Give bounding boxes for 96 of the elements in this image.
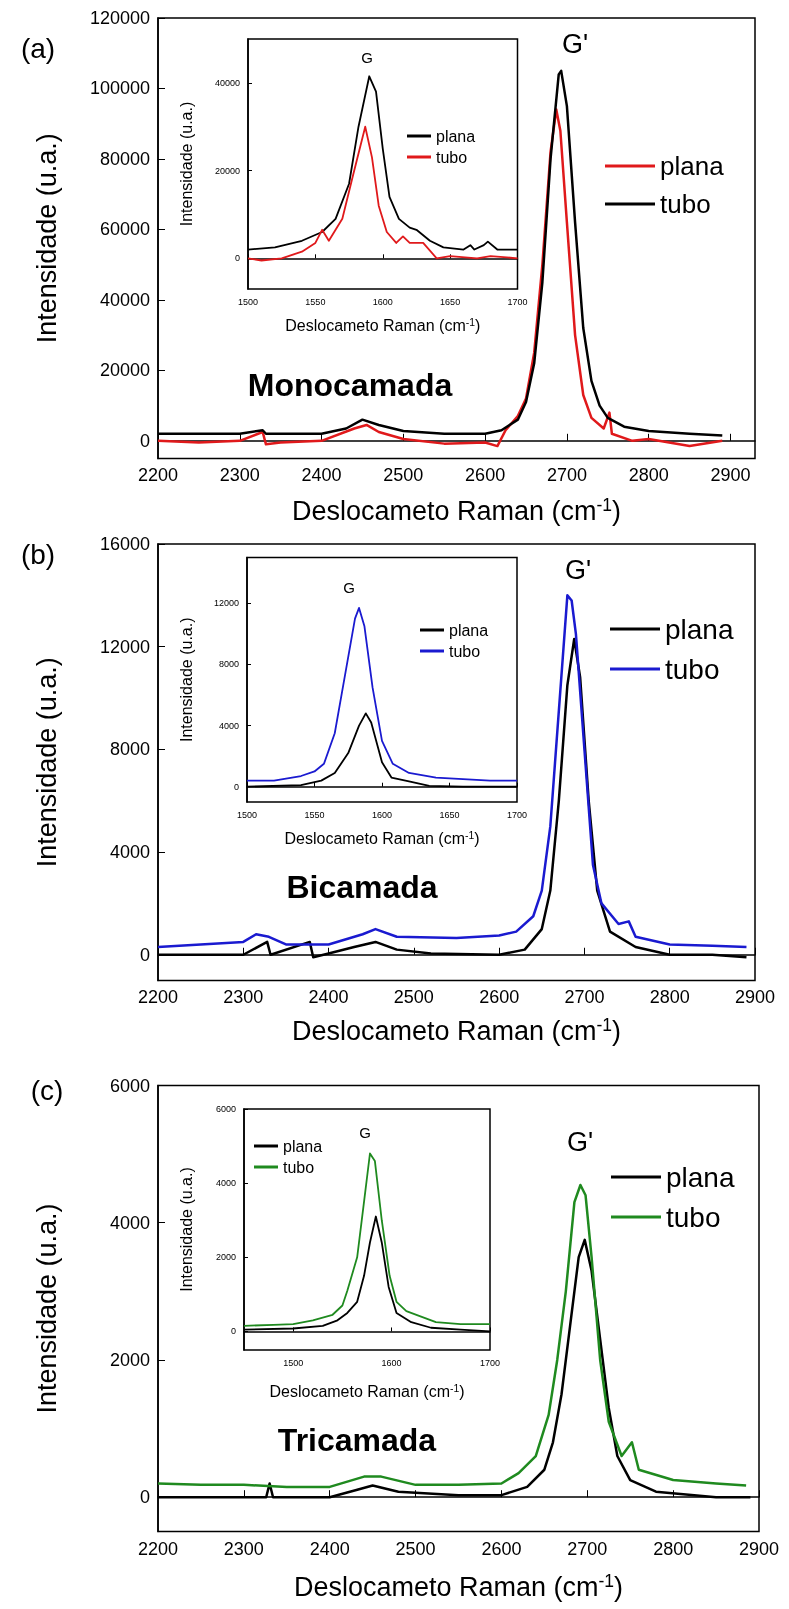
y-tick-label: 20000 [99, 360, 150, 381]
annotation: Monocamada [247, 367, 453, 403]
y-tick-label: 60000 [99, 219, 150, 240]
x-tick-label: 2200 [137, 987, 179, 1008]
x-tick-label: 2400 [301, 465, 342, 486]
legend-label: tubo [436, 148, 468, 166]
x-tick-label: 1600 [381, 1357, 402, 1368]
x-tick-label: 2300 [223, 1538, 264, 1559]
annotation: G' [566, 1127, 594, 1157]
x-tick-label: 1500 [236, 809, 258, 820]
x-tick-label: 1500 [283, 1357, 304, 1368]
y-tick-label: 0 [139, 944, 150, 965]
y-tick-label: 2000 [215, 1252, 236, 1263]
annotation: G' [561, 29, 589, 59]
x-tick-label: 2200 [137, 465, 179, 486]
legend-label: plana [665, 613, 734, 645]
x-tick-label: 1550 [305, 296, 326, 307]
y-tick-label: 4000 [218, 720, 239, 731]
x-tick-label: 2800 [649, 987, 690, 1008]
y-tick-label: 40000 [99, 289, 150, 310]
y-tick-label: 120000 [89, 8, 150, 28]
y-axis-title: Intensidade (u.a.) [31, 1203, 62, 1414]
legend-label: tubo [666, 1201, 721, 1233]
x-tick-label: 2600 [465, 465, 506, 486]
y-tick-label: 0 [139, 1487, 150, 1508]
x-tick-label: 1700 [507, 296, 528, 307]
x-tick-label: 2400 [308, 987, 349, 1008]
y-tick-label: 12000 [99, 636, 150, 657]
legend-label: tubo [449, 642, 481, 660]
y-tick-label: 4000 [109, 842, 150, 863]
legend-label: plana [436, 127, 476, 145]
y-axis-title: Intensidade (u.a.) [177, 101, 195, 227]
text: (b) [20, 538, 56, 570]
y-tick-label: 16000 [99, 534, 150, 554]
y-axis-title: Intensidade (u.a.) [177, 617, 195, 743]
x-tick-label: 2900 [710, 465, 751, 486]
annotation: G [361, 48, 373, 66]
x-tick-label: 2900 [734, 987, 776, 1008]
legend-label: plana [283, 1137, 323, 1155]
legend-label: plana [666, 1161, 735, 1193]
annotation: Bicamada [286, 869, 438, 905]
x-tick-label: 2200 [137, 1538, 179, 1559]
y-tick-label: 12000 [213, 598, 239, 609]
y-axis-title: Intensidade (u.a.) [31, 133, 62, 344]
annotation: G [359, 1123, 371, 1141]
x-tick-label: 2700 [567, 1538, 608, 1559]
y-tick-label: 0 [234, 253, 240, 264]
x-tick-label: 1500 [237, 296, 259, 307]
y-tick-label: 80000 [99, 148, 150, 169]
y-tick-label: 2000 [109, 1349, 150, 1370]
x-tick-label: 2800 [628, 465, 669, 486]
y-tick-label: 8000 [218, 659, 239, 670]
y-tick-label: 0 [139, 430, 150, 451]
x-tick-label: 1550 [304, 809, 325, 820]
legend-label: tubo [283, 1158, 315, 1176]
legend-label: tubo [660, 189, 711, 219]
x-tick-label: 1700 [506, 809, 528, 820]
x-tick-label: 1600 [371, 809, 393, 820]
x-tick-label: 2500 [383, 465, 424, 486]
annotation: G [343, 578, 355, 596]
x-tick-label: 2300 [223, 987, 264, 1008]
x-tick-label: 2700 [546, 465, 587, 486]
y-axis-title: Intensidade (u.a.) [177, 1167, 195, 1292]
x-tick-label: 2600 [479, 987, 520, 1008]
y-tick-label: 40000 [214, 77, 240, 88]
x-tick-label: 2400 [309, 1538, 350, 1559]
x-tick-label: 2800 [653, 1538, 694, 1559]
legend-label: tubo [665, 653, 720, 685]
y-tick-label: 8000 [109, 739, 150, 760]
y-tick-label: 4000 [215, 1178, 236, 1189]
x-tick-label: 2500 [395, 1538, 436, 1559]
x-tick-label: 1700 [479, 1357, 501, 1368]
legend-label: plana [660, 151, 725, 181]
x-tick-label: 2700 [564, 987, 605, 1008]
x-tick-label: 2600 [481, 1538, 522, 1559]
text: (a) [20, 32, 56, 64]
annotation: G' [564, 555, 592, 585]
y-axis-title: Intensidade (u.a.) [31, 657, 62, 868]
legend-label: plana [449, 621, 489, 639]
line-series [246, 607, 518, 782]
x-tick-label: 2500 [393, 987, 434, 1008]
y-tick-label: 6000 [215, 1104, 236, 1114]
x-tick-label: 1600 [372, 296, 393, 307]
x-tick-label: 1650 [439, 809, 460, 820]
x-tick-label: 1650 [440, 296, 461, 307]
y-tick-label: 20000 [214, 165, 240, 176]
y-tick-label: 100000 [89, 78, 150, 99]
x-tick-label: 2900 [738, 1538, 780, 1559]
y-tick-label: 0 [230, 1326, 236, 1337]
line-series [247, 125, 519, 262]
text: (c) [30, 1074, 64, 1106]
x-tick-label: 2300 [219, 465, 260, 486]
annotation: Tricamada [277, 1422, 437, 1458]
y-tick-label: 4000 [109, 1212, 150, 1233]
y-tick-label: 6000 [109, 1075, 150, 1096]
y-tick-label: 0 [233, 781, 239, 792]
